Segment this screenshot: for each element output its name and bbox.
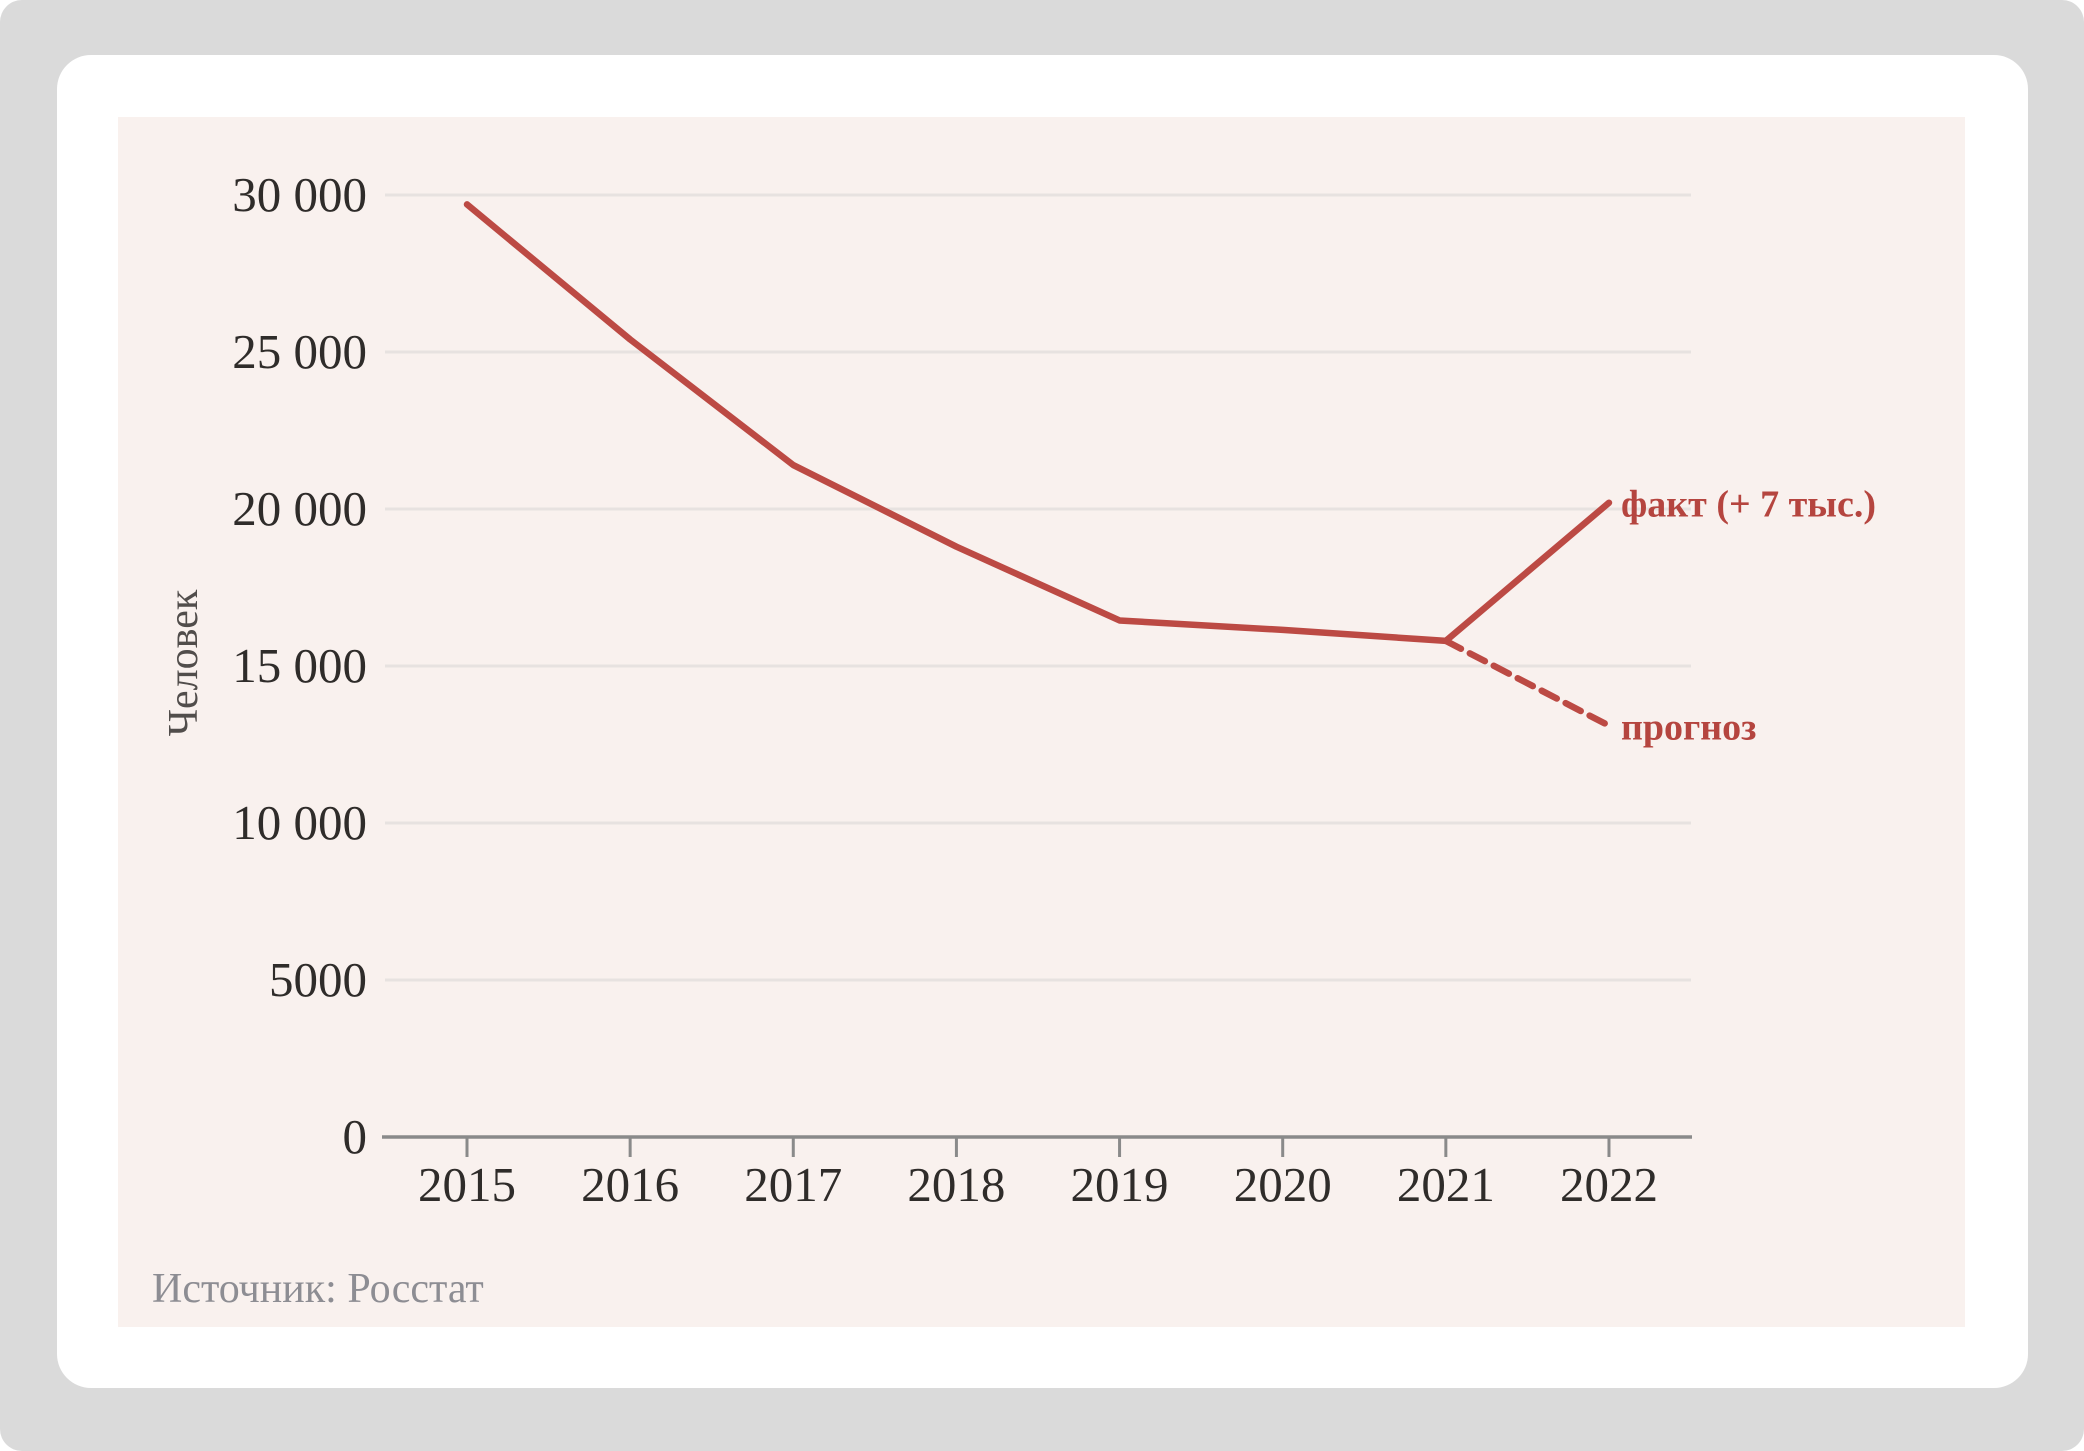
- forecast-label: прогноз: [1621, 707, 1756, 749]
- fact-label: факт (+ 7 тыс.): [1621, 484, 1876, 526]
- x-tick-label: 2019: [1071, 1157, 1169, 1212]
- forecast-line: [1442, 637, 1613, 729]
- tick-labels: 0 5000 10 000 15 000 20 000 25 000 30 000 2015 2…: [232, 167, 1658, 1212]
- y-tick-label: 0: [343, 1109, 368, 1164]
- x-tick-label: 2015: [418, 1157, 516, 1212]
- x-tick-label: 2016: [581, 1157, 679, 1212]
- y-tick-label: 20 000: [232, 481, 367, 536]
- series-lines: [463, 201, 1613, 729]
- y-tick-label: 25 000: [232, 324, 367, 379]
- y-tick-label: 5000: [269, 952, 367, 1007]
- source-caption: Источник: Росстат: [152, 1266, 484, 1312]
- x-tick-label: 2021: [1397, 1157, 1495, 1212]
- y-axis-title: Человек: [161, 589, 207, 736]
- series-labels: факт (+ 7 тыс.) прогноз: [1621, 484, 1876, 749]
- gridlines: [385, 193, 1691, 982]
- x-tick-label: 2017: [744, 1157, 842, 1212]
- x-tick-label: 2020: [1234, 1157, 1332, 1212]
- chart-card: 0 5000 10 000 15 000 20 000 25 000 30 000 2015 2…: [57, 55, 2028, 1388]
- y-tick-label: 15 000: [232, 638, 367, 693]
- y-tick-label: 30 000: [232, 167, 367, 222]
- fact-line: [463, 201, 1613, 645]
- x-axis: [382, 1135, 1692, 1157]
- y-tick-label: 10 000: [232, 795, 367, 850]
- x-tick-label: 2018: [907, 1157, 1005, 1212]
- x-tick-label: 2022: [1560, 1157, 1658, 1212]
- line-chart: 0 5000 10 000 15 000 20 000 25 000 30 000 2015 2…: [152, 167, 1876, 1312]
- chart-panel: 0 5000 10 000 15 000 20 000 25 000 30 000 2015 2…: [118, 117, 1965, 1327]
